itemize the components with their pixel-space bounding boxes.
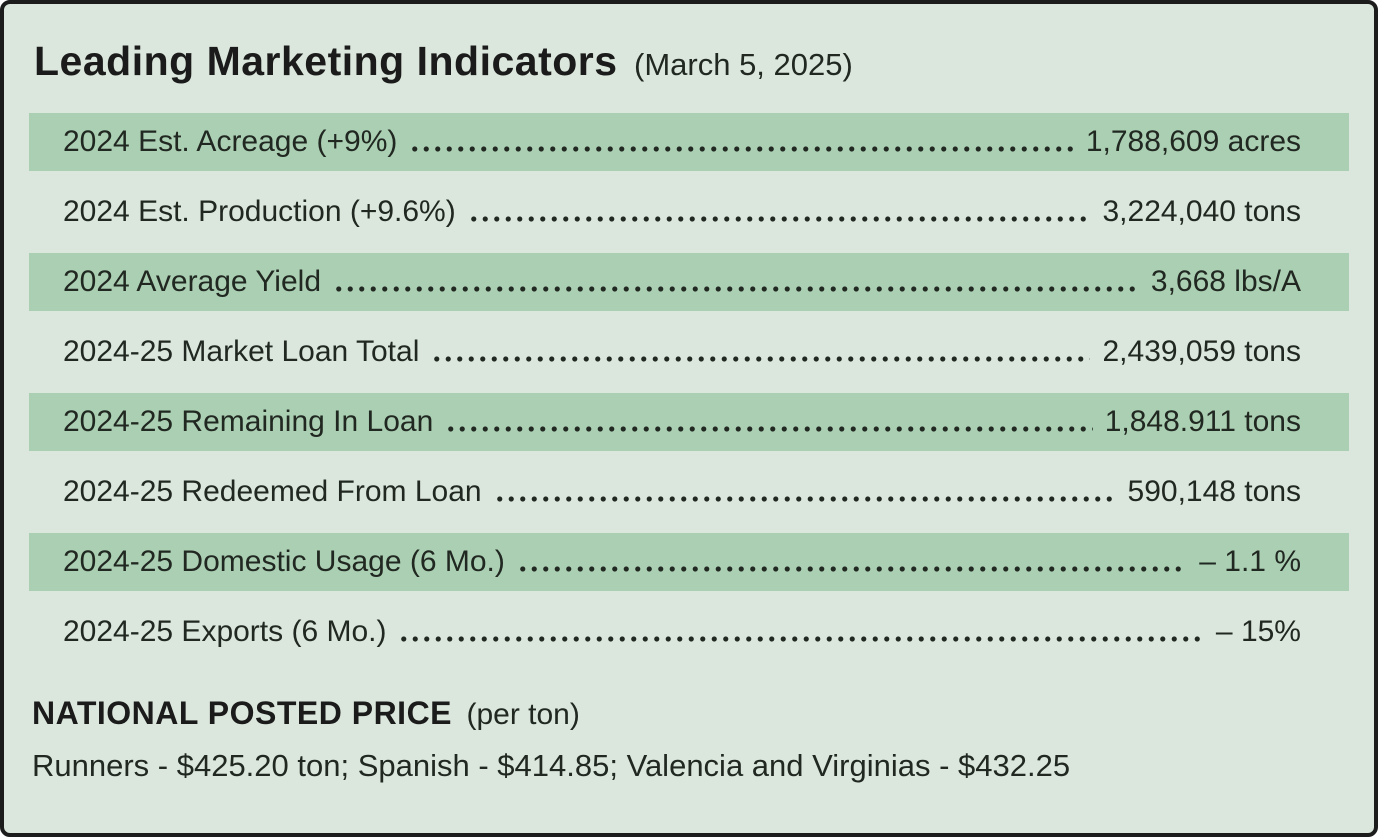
dotted-leader bbox=[493, 475, 1116, 509]
indicator-label: 2024 Est. Production (+9.6%) bbox=[63, 195, 456, 228]
indicator-label: 2024-25 Domestic Usage (6 Mo.) bbox=[63, 545, 505, 578]
table-row-average-yield: 2024 Average Yield 3,668 lbs/A bbox=[29, 253, 1349, 311]
dotted-leader bbox=[445, 405, 1093, 439]
indicator-label: 2024-25 Market Loan Total bbox=[63, 335, 420, 368]
national-posted-price-title: NATIONAL POSTED PRICE bbox=[32, 695, 453, 731]
table-row-acreage: 2024 Est. Acreage (+9%) 1,788,609 acres bbox=[29, 113, 1349, 171]
panel-header: Leading Marketing Indicators (March 5, 2… bbox=[34, 38, 1374, 85]
national-posted-price-heading: NATIONAL POSTED PRICE (per ton) bbox=[32, 695, 1349, 732]
report-date: (March 5, 2025) bbox=[634, 47, 853, 82]
indicator-value: – 1.1 % bbox=[1199, 545, 1301, 578]
indicator-value: – 15% bbox=[1215, 615, 1301, 648]
dotted-leader bbox=[516, 545, 1188, 579]
national-posted-price-section: NATIONAL POSTED PRICE (per ton) Runners … bbox=[32, 695, 1349, 784]
dotted-leader bbox=[409, 125, 1074, 159]
table-row-market-loan-total: 2024-25 Market Loan Total 2,439,059 tons bbox=[29, 323, 1349, 381]
indicator-value: 1,788,609 acres bbox=[1085, 125, 1301, 158]
table-row-production: 2024 Est. Production (+9.6%) 3,224,040 t… bbox=[29, 183, 1349, 241]
dotted-leader bbox=[333, 265, 1139, 299]
table-row-redeemed-from-loan: 2024-25 Redeemed From Loan 590,148 tons bbox=[29, 463, 1349, 521]
indicator-value: 2,439,059 tons bbox=[1102, 335, 1301, 368]
dotted-leader bbox=[467, 195, 1091, 229]
page-title: Leading Marketing Indicators bbox=[34, 38, 618, 84]
table-row-exports: 2024-25 Exports (6 Mo.) – 15% bbox=[29, 603, 1349, 661]
dotted-leader bbox=[398, 615, 1204, 649]
indicator-value: 3,668 lbs/A bbox=[1150, 265, 1301, 298]
table-row-domestic-usage: 2024-25 Domestic Usage (6 Mo.) – 1.1 % bbox=[29, 533, 1349, 591]
indicator-value: 1,848.911 tons bbox=[1104, 405, 1301, 438]
table-row-remaining-in-loan: 2024-25 Remaining In Loan 1,848.911 tons bbox=[29, 393, 1349, 451]
indicator-label: 2024-25 Remaining In Loan bbox=[63, 405, 434, 438]
indicator-label: 2024-25 Exports (6 Mo.) bbox=[63, 615, 387, 648]
national-posted-price-values: Runners - $425.20 ton; Spanish - $414.85… bbox=[32, 748, 1071, 783]
indicator-value: 590,148 tons bbox=[1127, 475, 1301, 508]
national-posted-price-unit: (per ton) bbox=[466, 698, 580, 731]
indicator-label: 2024 Average Yield bbox=[63, 265, 322, 298]
dotted-leader bbox=[431, 335, 1091, 369]
indicator-label: 2024 Est. Acreage (+9%) bbox=[63, 125, 398, 158]
indicator-list: 2024 Est. Acreage (+9%) 1,788,609 acres … bbox=[29, 113, 1349, 661]
indicator-value: 3,224,040 tons bbox=[1102, 195, 1301, 228]
indicator-label: 2024-25 Redeemed From Loan bbox=[63, 475, 482, 508]
